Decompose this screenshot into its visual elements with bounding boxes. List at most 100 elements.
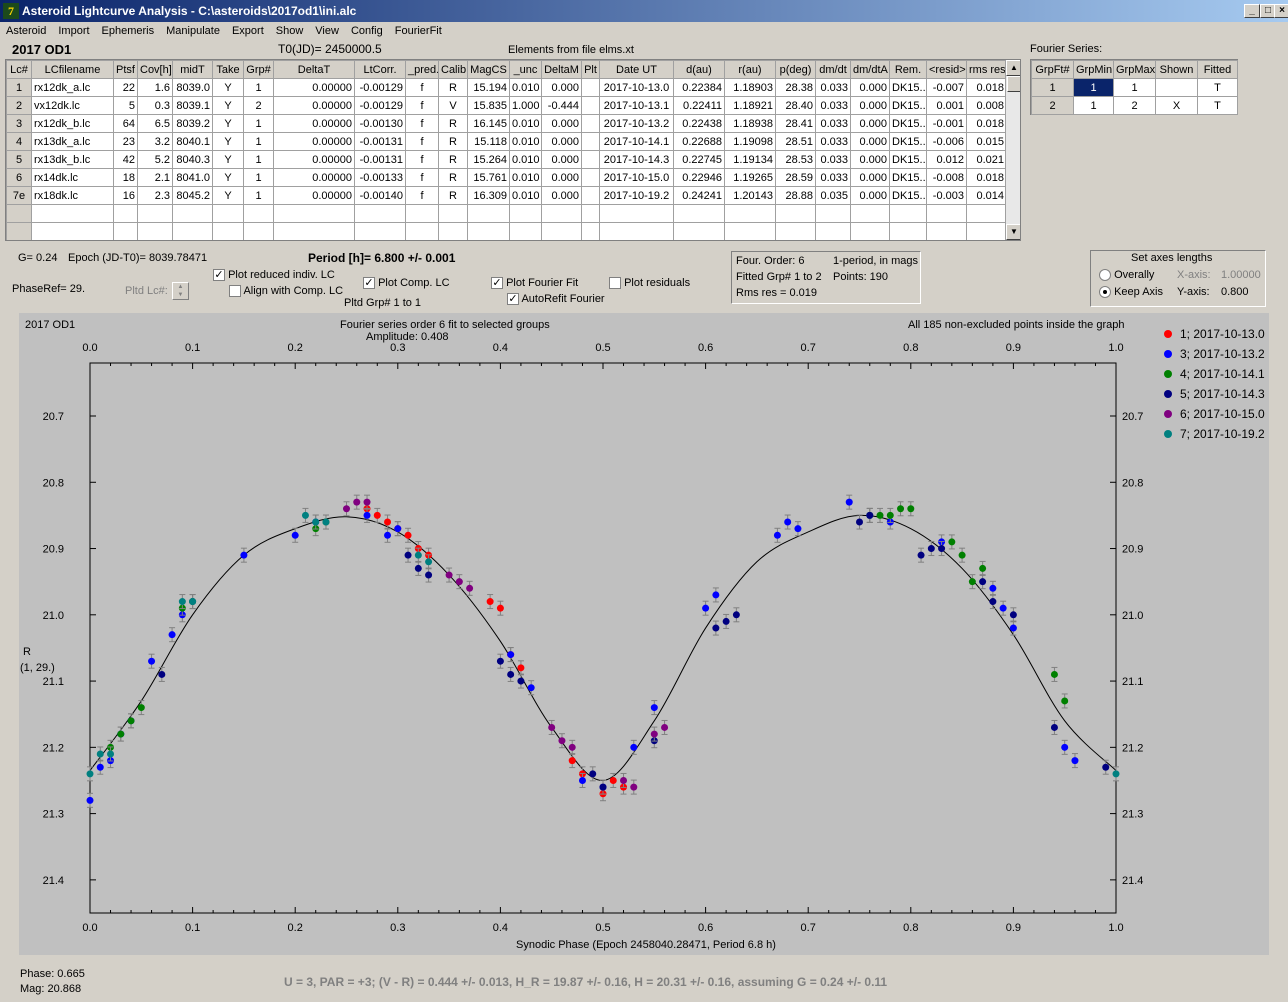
table-cell[interactable]: rx14dk.lc [31, 168, 114, 187]
table-cell[interactable] [966, 204, 1007, 223]
table-cell[interactable]: 6.5 [137, 114, 173, 133]
table-cell[interactable]: 0.00000 [273, 132, 355, 151]
plot-reduced-check-icon[interactable]: ✓ [213, 269, 225, 282]
table-cell[interactable] [541, 204, 582, 223]
table-cell[interactable]: R [438, 132, 468, 151]
table-cell[interactable] [889, 222, 927, 240]
table-cell[interactable]: 0.00000 [273, 114, 355, 133]
table-row[interactable]: 1 rx12dk_a.lc 22 1.6 8039.0 Y 1 0.00000 -0.00129… [6, 78, 1007, 97]
lc-col-header[interactable]: Cov[h] [137, 60, 173, 79]
table-cell[interactable]: 8039.2 [172, 114, 213, 133]
table-cell[interactable]: 1.19265 [724, 168, 776, 187]
table-cell[interactable]: DK15.. [889, 78, 927, 97]
app-icon[interactable]: 7 [3, 3, 19, 19]
table-cell[interactable]: -0.00133 [354, 168, 406, 187]
table-cell[interactable]: 0.010 [509, 150, 542, 169]
fourier-cell[interactable]: T [1197, 78, 1238, 97]
fourier-cell[interactable]: T [1197, 96, 1238, 115]
table-cell[interactable]: rx13dk_b.lc [31, 150, 114, 169]
fourier-col-header[interactable]: Fitted [1197, 60, 1238, 79]
fourier-cell[interactable] [1155, 78, 1198, 97]
table-cell[interactable] [354, 222, 406, 240]
lc-col-header[interactable]: LtCorr. [354, 60, 406, 79]
table-cell[interactable]: 1.19134 [724, 150, 776, 169]
table-cell[interactable]: V [438, 96, 468, 115]
table-cell[interactable]: -0.00131 [354, 150, 406, 169]
table-cell[interactable] [172, 222, 213, 240]
table-cell[interactable]: 16 [113, 186, 138, 205]
table-cell[interactable]: rx18dk.lc [31, 186, 114, 205]
x-axis-value[interactable]: 1.00000 [1221, 269, 1261, 281]
table-cell[interactable]: -0.001 [926, 114, 967, 133]
table-cell[interactable] [438, 222, 468, 240]
table-cell[interactable]: 15.194 [467, 78, 510, 97]
table-cell[interactable]: 0.000 [541, 132, 582, 151]
fourier-cell[interactable]: 1 [1031, 78, 1074, 97]
table-cell[interactable]: f [405, 132, 439, 151]
table-cell[interactable] [137, 222, 173, 240]
table-cell[interactable]: 0.033 [815, 78, 851, 97]
fourier-col-header[interactable]: GrpMax [1113, 60, 1156, 79]
table-cell[interactable]: -0.00130 [354, 114, 406, 133]
table-cell[interactable]: 1 [243, 168, 274, 187]
table-cell[interactable]: 1 [6, 78, 32, 97]
table-row[interactable]: 7e rx18dk.lc 16 2.3 8045.2 Y 1 0.00000 -0.00140 f… [6, 186, 1007, 205]
table-cell[interactable]: f [405, 96, 439, 115]
table-cell[interactable]: 0.018 [966, 114, 1007, 133]
scroll-up-icon[interactable]: ▲ [1006, 60, 1020, 76]
fourier-cell[interactable]: 1 [1113, 78, 1156, 97]
table-cell[interactable]: 5 [113, 96, 138, 115]
table-cell[interactable] [724, 222, 776, 240]
lc-col-header[interactable]: DeltaM [541, 60, 582, 79]
minimize-button[interactable]: _ [1244, 4, 1260, 18]
table-cell[interactable]: -0.00140 [354, 186, 406, 205]
table-cell[interactable] [581, 132, 600, 151]
table-cell[interactable]: 22 [113, 78, 138, 97]
table-cell[interactable]: 8040.3 [172, 150, 213, 169]
table-cell[interactable]: 0.000 [850, 78, 890, 97]
table-cell[interactable]: 15.835 [467, 96, 510, 115]
table-cell[interactable]: 0.000 [541, 150, 582, 169]
window-title-bar[interactable]: Asteroid Lightcurve Analysis - C:\astero… [0, 0, 1288, 22]
table-cell[interactable]: 0.000 [541, 186, 582, 205]
table-cell[interactable] [405, 204, 439, 223]
table-row[interactable]: 4 rx13dk_a.lc 23 3.2 8040.1 Y 1 0.00000 -0.00131… [6, 132, 1007, 151]
table-cell[interactable]: 0.3 [137, 96, 173, 115]
table-cell[interactable]: 1.18903 [724, 78, 776, 97]
table-cell[interactable] [850, 204, 890, 223]
table-cell[interactable]: 5 [6, 150, 32, 169]
table-cell[interactable] [599, 222, 674, 240]
table-cell[interactable]: 2.3 [137, 186, 173, 205]
table-cell[interactable] [926, 222, 967, 240]
table-cell[interactable]: DK15.. [889, 132, 927, 151]
table-cell[interactable]: f [405, 186, 439, 205]
table-cell[interactable] [581, 186, 600, 205]
table-cell[interactable]: 1.000 [509, 96, 542, 115]
y-axis-value[interactable]: 0.800 [1221, 286, 1249, 298]
table-cell[interactable]: 0.001 [926, 96, 967, 115]
table-cell[interactable]: 0.010 [509, 114, 542, 133]
pltd-lc-spinner[interactable]: ▲ ▼ [172, 282, 189, 300]
table-cell[interactable]: Y [212, 114, 244, 133]
lc-col-header[interactable]: Lc# [6, 60, 32, 79]
table-cell[interactable]: 0.000 [850, 186, 890, 205]
table-cell[interactable]: DK15.. [889, 114, 927, 133]
table-cell[interactable]: vx12dk.lc [31, 96, 114, 115]
table-cell[interactable]: 2017-10-19.2 [599, 186, 674, 205]
table-cell[interactable]: 1 [243, 78, 274, 97]
align-comp-checkbox[interactable]: Align with Comp. LC [229, 285, 343, 298]
table-cell[interactable]: R [438, 150, 468, 169]
table-cell[interactable]: -0.007 [926, 78, 967, 97]
table-cell[interactable]: -0.003 [926, 186, 967, 205]
table-cell[interactable]: R [438, 186, 468, 205]
table-cell[interactable]: 2017-10-13.2 [599, 114, 674, 133]
lc-col-header[interactable]: d(au) [673, 60, 725, 79]
lc-col-header[interactable]: LCfilename [31, 60, 114, 79]
table-cell[interactable]: DK15.. [889, 186, 927, 205]
table-cell[interactable] [966, 222, 1007, 240]
table-cell[interactable]: 0.00000 [273, 168, 355, 187]
lc-col-header[interactable]: rms res [966, 60, 1007, 79]
table-cell[interactable]: 4 [6, 132, 32, 151]
table-cell[interactable] [172, 204, 213, 223]
